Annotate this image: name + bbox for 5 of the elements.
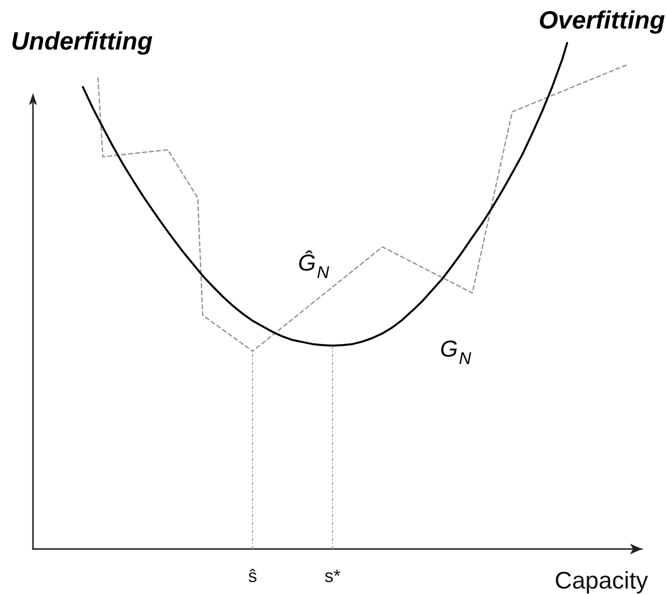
text: Overfitting <box>538 6 666 34</box>
annotation: Underfitting <box>11 28 153 56</box>
x-axis-title: Capacity <box>554 568 648 594</box>
x-tick-label: s* <box>324 566 341 586</box>
x-tick-label: ŝ <box>248 566 258 586</box>
